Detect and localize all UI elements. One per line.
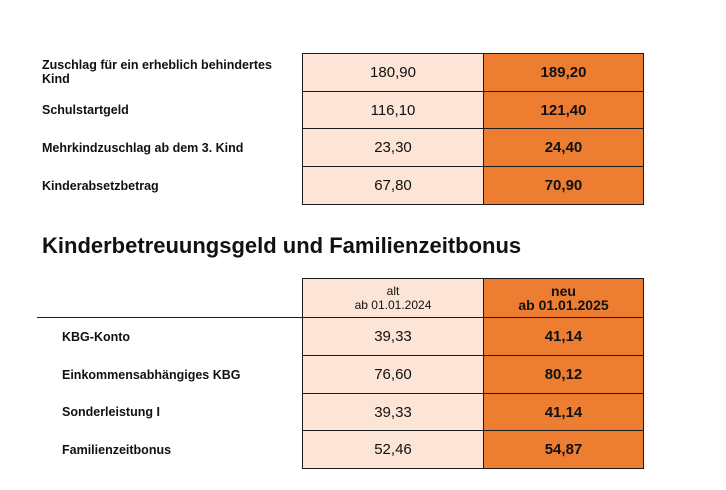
old-value-cell: 76,60 — [302, 355, 483, 394]
old-value-cell: 67,80 — [302, 166, 483, 205]
row-label: KBG-Konto — [62, 330, 131, 344]
new-value-cell: 121,40 — [483, 91, 644, 129]
header-old-line2: ab 01.01.2024 — [354, 298, 432, 312]
new-value-cell: 189,20 — [483, 53, 644, 92]
row-label: Kinderabsetzbetrag — [42, 179, 159, 193]
old-value-cell: 39,33 — [302, 317, 483, 356]
row-label: Schulstartgeld — [42, 103, 129, 117]
new-value-cell: 24,40 — [483, 128, 644, 167]
new-value-cell: 80,12 — [483, 355, 644, 394]
old-value-cell: 23,30 — [302, 128, 483, 167]
row-label: Mehrkindzuschlag ab dem 3. Kind — [42, 141, 244, 155]
header-old: alt ab 01.01.2024 — [302, 278, 483, 318]
header-new-line1: neu — [551, 283, 576, 299]
row-label: Zuschlag für ein erheblich behindertes K… — [42, 58, 272, 86]
header-old-line1: alt — [386, 284, 400, 298]
new-value-cell: 70,90 — [483, 166, 644, 205]
header-new: neu ab 01.01.2025 — [483, 278, 644, 318]
old-value-cell: 39,33 — [302, 393, 483, 431]
row-label: Einkommensabhängiges KBG — [62, 368, 241, 382]
new-value-cell: 41,14 — [483, 317, 644, 356]
old-value-cell: 116,10 — [302, 91, 483, 129]
new-value-cell: 41,14 — [483, 393, 644, 431]
old-value-cell: 52,46 — [302, 430, 483, 469]
old-value-cell: 180,90 — [302, 53, 483, 92]
header-new-line2: ab 01.01.2025 — [518, 297, 609, 313]
new-value-cell: 54,87 — [483, 430, 644, 469]
row-label: Sonderleistung I — [62, 405, 160, 419]
row-label: Familienzeitbonus — [62, 443, 172, 457]
header-divider — [37, 317, 302, 318]
section-title: Kinderbetreuungsgeld und Familienzeitbon… — [42, 233, 522, 258]
